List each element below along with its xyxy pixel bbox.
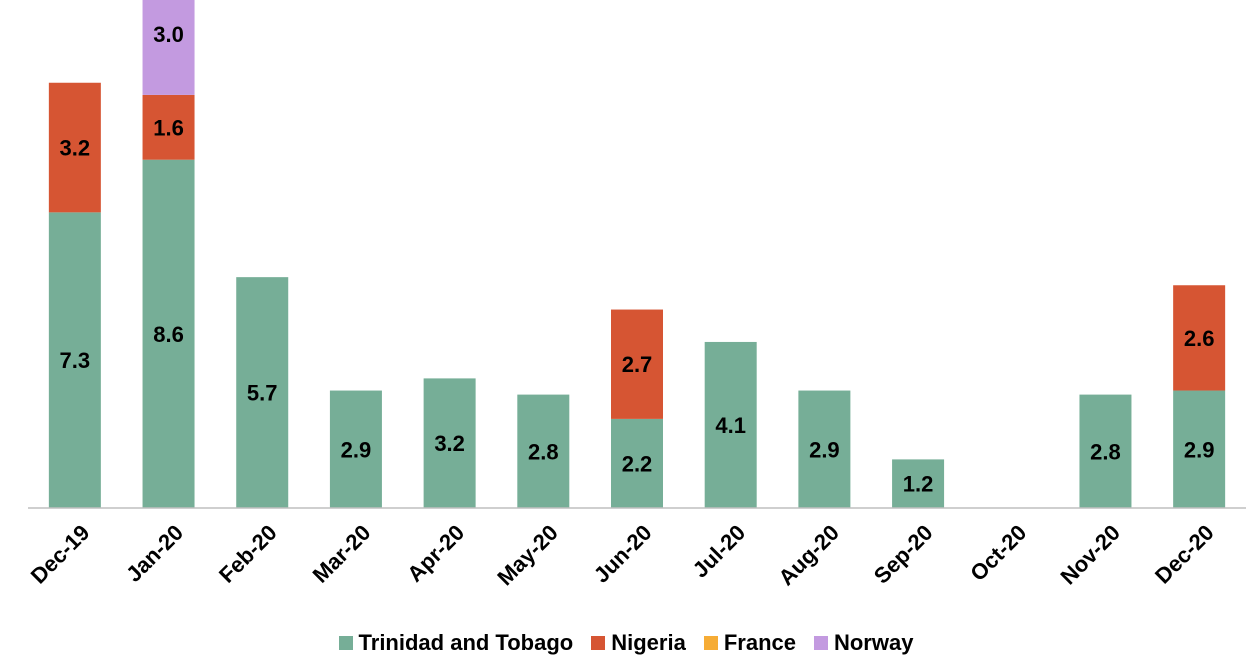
data-label-trinidad-and-tobago-sep-20: 1.2 <box>903 472 934 497</box>
legend-swatch-france <box>703 636 718 650</box>
data-label-trinidad-and-tobago-feb-20: 5.7 <box>247 381 278 406</box>
bar-nigeria-dec-19 <box>48 82 101 213</box>
legend-swatch-norway <box>813 636 828 650</box>
bar-trinidad-and-tobago-feb-20 <box>236 277 289 508</box>
bar-trinidad-and-tobago-jan-20 <box>142 159 195 508</box>
bar-trinidad-and-tobago-aug-20 <box>798 390 851 508</box>
stacked-bar-chart: 7.3 3.2 8.6 1.6 3.0 5.7 2.9 3.2 2.8 2.2 2.7 4.1 2.9 1… <box>26 0 1246 590</box>
x-tick-label-nov-20: Nov-20 <box>1055 520 1125 590</box>
x-tick-label-aug-20: Aug-20 <box>774 520 844 590</box>
legend-item-trinidad-and-tobago: Trinidad and Tobago <box>338 630 574 656</box>
x-tick-label-feb-20: Feb-20 <box>214 520 282 588</box>
x-tick-label-mar-20: Mar-20 <box>308 520 376 588</box>
legend-label-nigeria: Nigeria <box>611 630 686 655</box>
data-label-nigeria-jun-20: 2.7 <box>622 352 653 377</box>
data-label-trinidad-and-tobago-dec-19: 7.3 <box>60 348 91 373</box>
bar-trinidad-and-tobago-jul-20 <box>704 341 757 508</box>
bar-trinidad-and-tobago-nov-20 <box>1079 394 1132 508</box>
bar-trinidad-and-tobago-apr-20 <box>423 378 476 508</box>
x-tick-label-jun-20: Jun-20 <box>589 520 657 588</box>
x-tick-label-oct-20: Oct-20 <box>965 520 1031 586</box>
bar-trinidad-and-tobago-sep-20 <box>892 459 945 508</box>
data-label-trinidad-and-tobago-mar-20: 2.9 <box>341 437 372 462</box>
data-label-nigeria-jan-20: 1.6 <box>153 115 184 140</box>
data-label-trinidad-and-tobago-nov-20: 2.8 <box>1090 439 1121 464</box>
legend-label-norway: Norway <box>833 630 914 655</box>
legend-label-trinidad-and-tobago: Trinidad and Tobago <box>358 630 574 655</box>
data-label-nigeria-dec-19: 3.2 <box>60 136 91 161</box>
legend-swatch-trinidad-and-tobago <box>338 636 353 650</box>
legend-swatch-nigeria <box>591 636 606 650</box>
bar-trinidad-and-tobago-may-20 <box>517 394 570 508</box>
x-tick-label-sep-20: Sep-20 <box>869 520 938 589</box>
legend: Trinidad and Tobago Nigeria France Norway <box>0 630 1252 656</box>
data-label-norway-jan-20: 3.0 <box>153 22 184 47</box>
legend-item-france: France <box>703 630 796 656</box>
bar-nigeria-dec-20 <box>1173 285 1226 391</box>
x-tick-label-jan-20: Jan-20 <box>121 520 188 587</box>
bar-trinidad-and-tobago-jun-20 <box>611 418 663 508</box>
bar-nigeria-jan-20 <box>142 94 195 160</box>
legend-item-norway: Norway <box>813 630 914 656</box>
x-tick-label-dec-20: Dec-20 <box>1150 520 1219 589</box>
data-label-trinidad-and-tobago-may-20: 2.8 <box>528 439 559 464</box>
x-tick-label-dec-19: Dec-19 <box>26 520 95 589</box>
bar-trinidad-and-tobago-dec-20 <box>1173 390 1226 508</box>
data-label-trinidad-and-tobago-jan-20: 8.6 <box>153 322 184 347</box>
x-tick-label-may-20: May-20 <box>492 520 562 590</box>
data-label-nigeria-dec-20: 2.6 <box>1184 326 1215 351</box>
legend-item-nigeria: Nigeria <box>591 630 686 656</box>
data-label-trinidad-and-tobago-apr-20: 3.2 <box>434 431 465 456</box>
data-label-trinidad-and-tobago-jul-20: 4.1 <box>715 413 746 438</box>
data-label-trinidad-and-tobago-jun-20: 2.2 <box>622 451 653 476</box>
legend-label-france: France <box>723 630 796 655</box>
bar-trinidad-and-tobago-mar-20 <box>329 390 382 508</box>
data-label-trinidad-and-tobago-dec-20: 2.9 <box>1184 437 1215 462</box>
x-tick-label-apr-20: Apr-20 <box>402 520 469 587</box>
bar-nigeria-jun-20 <box>611 309 663 419</box>
bar-norway-jan-20 <box>142 0 195 95</box>
data-label-trinidad-and-tobago-aug-20: 2.9 <box>809 437 840 462</box>
x-tick-label-jul-20: Jul-20 <box>688 520 751 583</box>
bar-trinidad-and-tobago-dec-19 <box>48 212 101 508</box>
